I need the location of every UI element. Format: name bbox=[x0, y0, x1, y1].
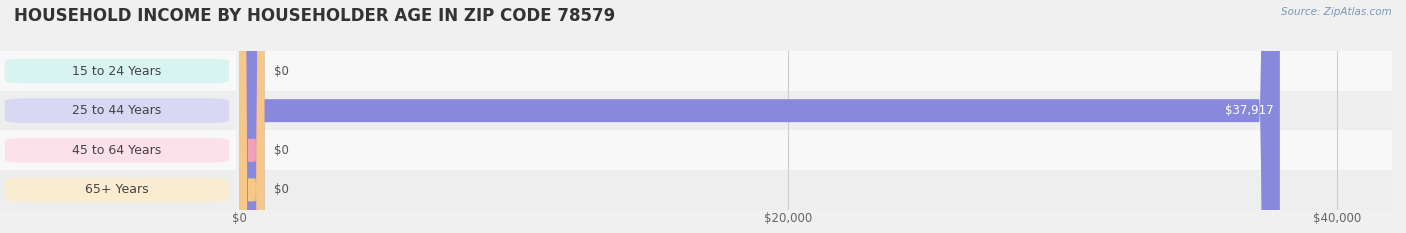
Bar bbox=[0, 91, 236, 130]
Text: HOUSEHOLD INCOME BY HOUSEHOLDER AGE IN ZIP CODE 78579: HOUSEHOLD INCOME BY HOUSEHOLDER AGE IN Z… bbox=[14, 7, 616, 25]
FancyBboxPatch shape bbox=[4, 59, 229, 83]
FancyBboxPatch shape bbox=[239, 0, 1279, 233]
FancyBboxPatch shape bbox=[239, 0, 264, 233]
Bar bbox=[239, 51, 1392, 91]
Text: 45 to 64 Years: 45 to 64 Years bbox=[72, 144, 162, 157]
Text: $0: $0 bbox=[274, 183, 288, 196]
Text: $0: $0 bbox=[274, 65, 288, 78]
FancyBboxPatch shape bbox=[239, 0, 264, 233]
Bar bbox=[239, 91, 1392, 130]
FancyBboxPatch shape bbox=[239, 0, 264, 233]
Bar bbox=[0, 130, 236, 170]
Bar bbox=[0, 51, 236, 91]
Text: 65+ Years: 65+ Years bbox=[86, 183, 149, 196]
FancyBboxPatch shape bbox=[4, 178, 229, 202]
Text: $0: $0 bbox=[274, 144, 288, 157]
Text: Source: ZipAtlas.com: Source: ZipAtlas.com bbox=[1281, 7, 1392, 17]
Text: $37,917: $37,917 bbox=[1226, 104, 1274, 117]
Bar bbox=[239, 130, 1392, 170]
Text: 15 to 24 Years: 15 to 24 Years bbox=[72, 65, 162, 78]
FancyBboxPatch shape bbox=[4, 98, 229, 123]
Text: 25 to 44 Years: 25 to 44 Years bbox=[72, 104, 162, 117]
FancyBboxPatch shape bbox=[4, 138, 229, 163]
Bar bbox=[239, 170, 1392, 210]
Bar bbox=[0, 170, 236, 210]
